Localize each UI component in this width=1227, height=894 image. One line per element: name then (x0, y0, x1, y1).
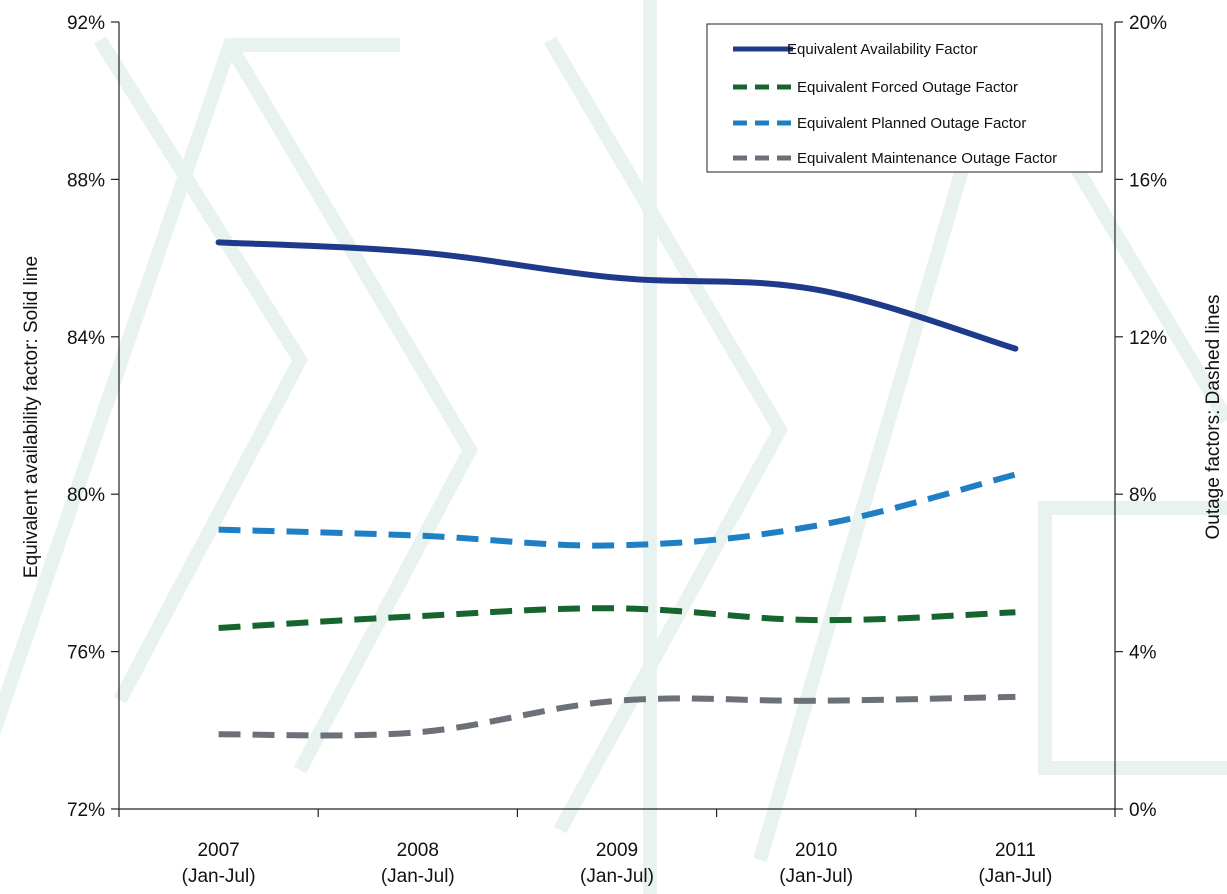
plot-area: 72% 76% 80% 84% 88% 92% 0% 4% 8% 12% 16% 20% 2007 (Ja… (67, 13, 1167, 887)
right-tick-label: 0% (1129, 800, 1157, 821)
x-tick-label-line: (Jan-Jul) (381, 866, 455, 887)
x-tick-label: 2007 (Jan-Jul) (182, 840, 256, 887)
left-tick-label: 72% (67, 800, 105, 821)
right-tick-label: 8% (1129, 485, 1157, 506)
x-tick-label-line: 2011 (995, 840, 1036, 861)
x-tick-label-line: (Jan-Jul) (182, 866, 256, 887)
left-tick-label: 76% (67, 643, 105, 664)
axes: 72% 76% 80% 84% 88% 92% 0% 4% 8% 12% 16% 20% 2007 (Ja… (67, 13, 1167, 887)
right-tick-label: 20% (1129, 13, 1167, 34)
x-tick-label-line: (Jan-Jul) (779, 866, 853, 887)
x-tick-label-line: 2007 (197, 840, 239, 861)
series-line-equivalent-planned-outage-factor (218, 471, 1017, 549)
right-axis-title: Outage factors: Dashed lines (1203, 294, 1224, 539)
legend-label-equivalent-maintenance-outage-factor: Equivalent Maintenance Outage Factor (797, 150, 1057, 167)
series-layer (215, 239, 1019, 739)
legend-label-equivalent-availability-factor: Equivalent Availability Factor (787, 41, 978, 58)
left-tick-label: 88% (67, 170, 105, 191)
right-tick-label: 12% (1129, 328, 1167, 349)
x-tick-label-line: 2010 (795, 840, 837, 861)
left-tick-label: 80% (67, 485, 105, 506)
x-tick-label: 2008 (Jan-Jul) (381, 840, 455, 887)
x-tick-label-line: 2008 (397, 840, 439, 861)
legend-label-equivalent-planned-outage-factor: Equivalent Planned Outage Factor (797, 115, 1026, 132)
left-tick-label: 84% (67, 328, 105, 349)
x-tick-label-line: (Jan-Jul) (580, 866, 654, 887)
right-tick-label: 4% (1129, 643, 1157, 664)
x-tick-label: 2009 (Jan-Jul) (580, 840, 654, 887)
x-tick-label: 2011 (Jan-Jul) (978, 840, 1052, 887)
left-axis-title: Equivalent availability factor: Solid li… (21, 256, 42, 578)
right-tick-label: 16% (1129, 170, 1167, 191)
x-tick-label-line: 2009 (596, 840, 638, 861)
series-line-equivalent-availability-factor (215, 239, 1019, 352)
series-line-equivalent-forced-outage-factor (218, 605, 1016, 631)
legend-label-equivalent-forced-outage-factor: Equivalent Forced Outage Factor (797, 79, 1018, 96)
x-tick-label-line: (Jan-Jul) (978, 866, 1052, 887)
left-tick-label: 92% (67, 13, 105, 34)
x-tick-label: 2010 (Jan-Jul) (779, 840, 853, 887)
legend: Equivalent Availability Factor Equivalent… (706, 23, 1103, 173)
